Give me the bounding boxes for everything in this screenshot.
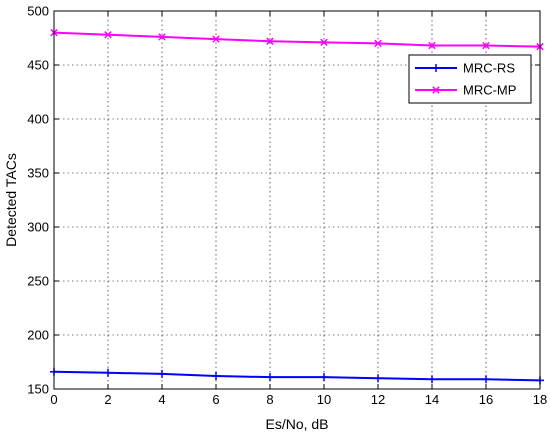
data-point xyxy=(158,369,166,378)
plot-frame xyxy=(53,10,541,390)
y-tick-label: 500 xyxy=(27,4,49,19)
x-tick-label: 8 xyxy=(266,392,273,407)
x-axis-title: Es/No, dB xyxy=(265,416,328,432)
data-point xyxy=(158,33,166,41)
data-point xyxy=(104,31,112,39)
series-mrc-rs xyxy=(50,367,544,385)
y-tick-label: 350 xyxy=(27,166,49,181)
y-tick-label: 150 xyxy=(27,382,49,397)
legend-label: MRC-RS xyxy=(463,61,515,76)
legend-item: MRC-RS xyxy=(415,61,515,76)
data-point xyxy=(482,41,490,50)
data-point xyxy=(374,39,382,48)
data-point xyxy=(320,38,328,47)
y-tick-label: 400 xyxy=(27,112,49,127)
x-tick-label: 10 xyxy=(317,392,331,407)
data-point xyxy=(374,374,382,383)
axis-ticks: 0 2 4 6 8 10 12 14 16 18 150 200 250 300 350 400 450 500 xyxy=(27,4,547,408)
x-tick-label: 4 xyxy=(158,392,165,407)
legend-item: MRC-MP xyxy=(415,83,516,98)
x-tick-label: 2 xyxy=(104,392,111,407)
x-tick-label: 18 xyxy=(533,392,547,407)
y-tick-label: 450 xyxy=(27,58,49,73)
data-point xyxy=(212,372,220,381)
x-tick-label: 6 xyxy=(212,392,219,407)
x-tick-label: 0 xyxy=(50,392,57,407)
data-point xyxy=(266,373,274,382)
data-point xyxy=(482,375,490,384)
data-point xyxy=(212,35,220,43)
legend: MRC-RS MRC-MP xyxy=(408,54,532,104)
y-tick-label: 250 xyxy=(27,274,49,289)
legend-marker xyxy=(432,64,440,72)
data-point xyxy=(266,37,274,45)
series-layer xyxy=(50,28,544,385)
series-line xyxy=(53,31,541,48)
y-axis-title: Detected TACs xyxy=(3,153,19,247)
data-point xyxy=(104,368,112,377)
x-tick-label: 12 xyxy=(371,392,385,407)
x-tick-label: 14 xyxy=(425,392,439,407)
data-point xyxy=(320,373,328,382)
x-tick-label: 16 xyxy=(479,392,493,407)
data-point xyxy=(428,375,436,384)
y-tick-label: 300 xyxy=(27,220,49,235)
data-point xyxy=(428,41,436,50)
y-tick-label: 200 xyxy=(27,328,49,343)
series-line xyxy=(53,370,541,382)
series-mrc-mp xyxy=(50,28,544,51)
legend-box xyxy=(408,54,532,104)
legend-marker xyxy=(432,86,440,94)
legend-label: MRC-MP xyxy=(463,83,516,98)
